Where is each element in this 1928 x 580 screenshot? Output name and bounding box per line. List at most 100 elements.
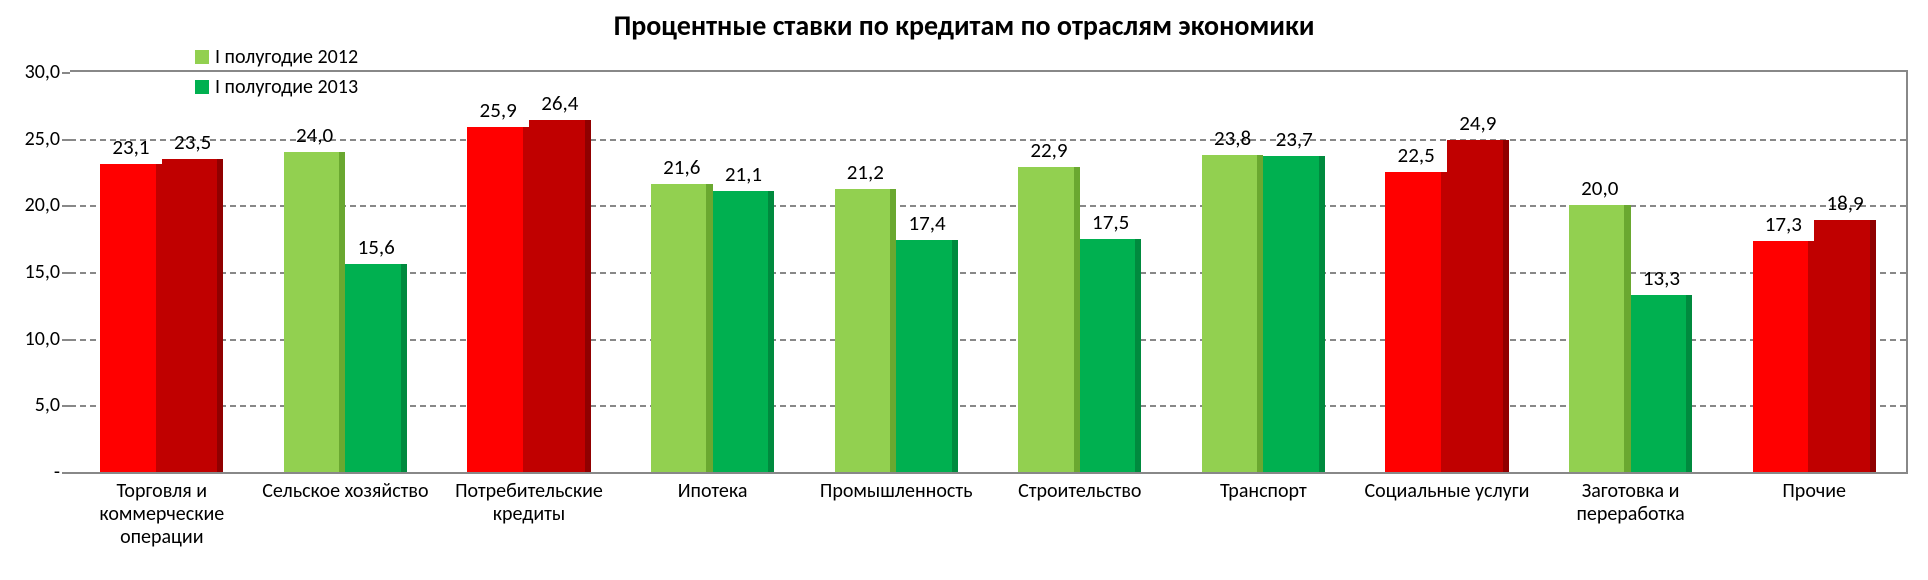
bar-face [835, 189, 897, 472]
bar-face [713, 191, 775, 472]
bar: 13,3 [1631, 295, 1693, 472]
bar: 24,9 [1447, 140, 1509, 472]
bar-value-label: 23,5 [174, 129, 211, 159]
x-axis-label: Заготовка ипереработка [1541, 472, 1721, 526]
bar-face [651, 184, 713, 472]
bar-face [345, 264, 407, 472]
bar-value-label: 23,8 [1214, 125, 1251, 155]
y-axis-label: 25,0 [25, 127, 70, 151]
bar-value-label: 21,2 [847, 159, 884, 189]
bar: 26,4 [529, 120, 591, 472]
bar-value-label: 13,3 [1643, 265, 1680, 295]
legend-item: I полугодие 2013 [195, 75, 358, 99]
bar-value-label: 21,1 [725, 161, 762, 191]
bar-group: 17,318,9Прочие [1741, 72, 1888, 472]
bar: 22,5 [1385, 172, 1447, 472]
x-axis-label: Сельское хозяйство [255, 472, 435, 503]
bar-face [1202, 155, 1264, 472]
bar: 17,4 [896, 240, 958, 472]
bar-value-label: 24,9 [1459, 110, 1496, 140]
x-axis-label: Строительство [990, 472, 1170, 503]
x-axis-label: Транспорт [1173, 472, 1353, 503]
bar: 21,6 [651, 184, 713, 472]
bar-face [1631, 295, 1693, 472]
legend-label: I полугодие 2012 [215, 45, 358, 69]
bar-value-label: 22,9 [1030, 137, 1067, 167]
x-axis-label: Потребительскиекредиты [439, 472, 619, 526]
bar-group: 24,015,6Сельское хозяйство [272, 72, 419, 472]
y-axis-label: 10,0 [25, 327, 70, 351]
bar-value-label: 23,1 [112, 134, 149, 164]
chart-container: Процентные ставки по кредитам по отрасля… [0, 0, 1928, 580]
bar: 18,9 [1814, 220, 1876, 472]
bar: 17,3 [1753, 241, 1815, 472]
bar-group: 20,013,3Заготовка ипереработка [1557, 72, 1704, 472]
bar-face [1263, 156, 1325, 472]
y-axis-label: 30,0 [25, 60, 70, 84]
bar-edge [1319, 156, 1325, 472]
bar-edge [1135, 239, 1141, 472]
legend-swatch [195, 50, 209, 64]
legend-swatch [195, 80, 209, 94]
bar-edge [401, 264, 407, 472]
bar-edge [585, 120, 591, 472]
bar: 23,7 [1263, 156, 1325, 472]
legend-label: I полугодие 2013 [215, 75, 358, 99]
bar: 15,6 [345, 264, 407, 472]
bar-group: 21,217,4Промышленность [823, 72, 970, 472]
bar-group: 22,524,9Социальные услуги [1374, 72, 1521, 472]
bar-group: 21,621,1Ипотека [639, 72, 786, 472]
bar-value-label: 17,4 [908, 210, 945, 240]
bar-value-label: 17,5 [1092, 209, 1129, 239]
bar-face [1080, 239, 1142, 472]
bar: 20,0 [1569, 205, 1631, 472]
bar-value-label: 25,9 [480, 97, 517, 127]
bar-value-label: 26,4 [541, 90, 578, 120]
bar-value-label: 20,0 [1581, 175, 1618, 205]
legend: I полугодие 2012 I полугодие 2013 [195, 45, 358, 105]
bar: 23,1 [100, 164, 162, 472]
bar-edge [952, 240, 958, 472]
bar: 24,0 [284, 152, 346, 472]
x-axis-label: Ипотека [623, 472, 803, 503]
bar-edge [1503, 140, 1509, 472]
bar-group: 23,123,5Торговля икоммерческиеоперации [88, 72, 235, 472]
bar-face [1753, 241, 1815, 472]
y-axis-label: 20,0 [25, 193, 70, 217]
bar-face [162, 159, 224, 472]
bar-edge [217, 159, 223, 472]
plot-area: -5,010,015,020,025,030,023,123,5Торговля… [70, 70, 1908, 474]
bar: 21,1 [713, 191, 775, 472]
bar-value-label: 15,6 [358, 234, 395, 264]
bar-face [100, 164, 162, 472]
bar: 21,2 [835, 189, 897, 472]
legend-item: I полугодие 2012 [195, 45, 358, 69]
y-axis-label: - [54, 460, 70, 484]
y-axis-label: 5,0 [35, 393, 70, 417]
bar-value-label: 18,9 [1826, 190, 1863, 220]
bar-value-label: 17,3 [1765, 211, 1802, 241]
bar-value-label: 23,7 [1276, 126, 1313, 156]
bar-face [529, 120, 591, 472]
bar-face [467, 127, 529, 472]
bar-face [896, 240, 958, 472]
bar-face [1569, 205, 1631, 472]
bar: 22,9 [1018, 167, 1080, 472]
x-axis-label: Прочие [1724, 472, 1904, 503]
bar: 23,5 [162, 159, 224, 472]
bar-edge [1686, 295, 1692, 472]
bar-face [1447, 140, 1509, 472]
bar-edge [768, 191, 774, 472]
bar-group: 23,823,7Транспорт [1190, 72, 1337, 472]
bar-group: 25,926,4Потребительскиекредиты [456, 72, 603, 472]
bar-edge [1870, 220, 1876, 472]
bar-value-label: 21,6 [663, 154, 700, 184]
bar-face [1385, 172, 1447, 472]
chart-title: Процентные ставки по кредитам по отрасля… [0, 8, 1928, 43]
x-axis-label: Промышленность [806, 472, 986, 503]
y-axis-label: 15,0 [25, 260, 70, 284]
bar-face [284, 152, 346, 472]
bar: 25,9 [467, 127, 529, 472]
bar: 23,8 [1202, 155, 1264, 472]
bar-value-label: 22,5 [1398, 142, 1435, 172]
